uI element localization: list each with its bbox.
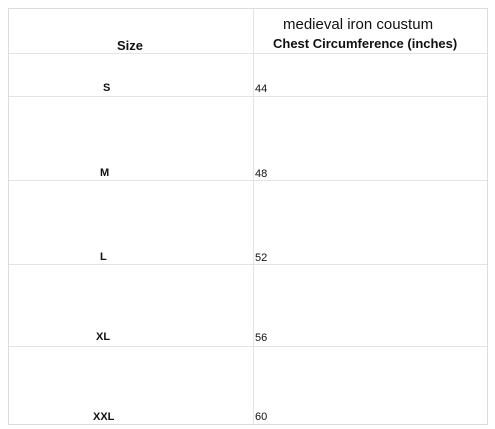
- column-divider: [253, 9, 254, 424]
- row-divider: [9, 264, 487, 265]
- row-divider: [9, 180, 487, 181]
- chest-value: 52: [255, 252, 268, 264]
- size-column-header: Size: [117, 38, 144, 53]
- size-label: S: [103, 82, 111, 94]
- table-title: medieval iron coustum: [283, 16, 434, 33]
- size-label: L: [100, 251, 107, 263]
- chest-value: 60: [255, 411, 268, 423]
- chest-value: 56: [255, 332, 268, 344]
- size-chart-table: Size medieval iron coustum Chest Circumf…: [8, 8, 488, 425]
- size-label: XL: [96, 331, 111, 343]
- row-divider: [9, 346, 487, 347]
- row-divider: [9, 53, 487, 54]
- size-label: M: [100, 167, 110, 179]
- chest-column-header: Chest Circumference (inches): [273, 36, 458, 51]
- chest-value: 48: [255, 168, 268, 180]
- row-divider: [9, 96, 487, 97]
- chest-value: 44: [255, 83, 268, 95]
- size-label: XXL: [93, 411, 115, 423]
